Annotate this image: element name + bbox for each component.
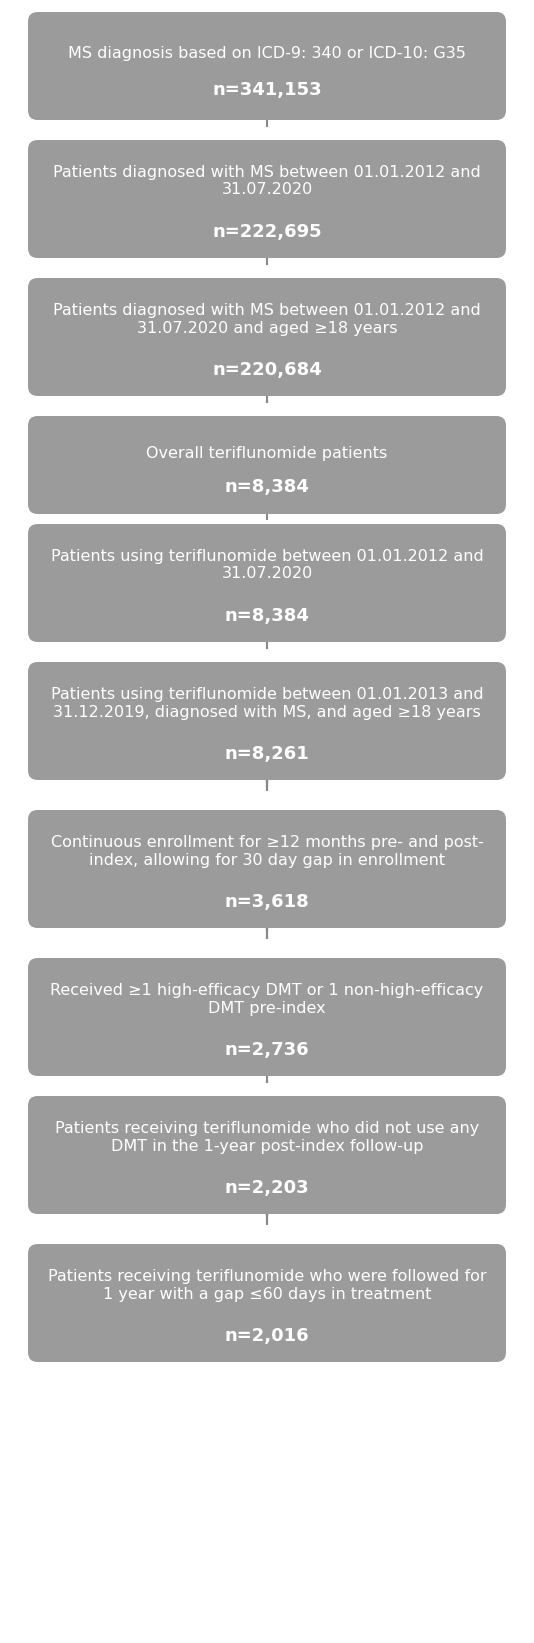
Text: MS diagnosis based on ICD-9: 340 or ICD-10: G35: MS diagnosis based on ICD-9: 340 or ICD-…	[68, 46, 466, 61]
Text: Patients using teriflunomide between 01.01.2013 and
31.12.2019, diagnosed with M: Patients using teriflunomide between 01.…	[51, 687, 483, 720]
Text: n=2,016: n=2,016	[225, 1328, 309, 1346]
Text: Patients using teriflunomide between 01.01.2012 and
31.07.2020: Patients using teriflunomide between 01.…	[51, 549, 483, 582]
Text: n=8,384: n=8,384	[225, 606, 309, 624]
Text: Continuous enrollment for ≥12 months pre- and post-
index, allowing for 30 day g: Continuous enrollment for ≥12 months pre…	[51, 835, 483, 868]
Text: n=220,684: n=220,684	[212, 361, 322, 380]
Text: n=2,736: n=2,736	[225, 1042, 309, 1060]
Text: Overall teriflunomide patients: Overall teriflunomide patients	[146, 445, 388, 460]
Text: n=3,618: n=3,618	[225, 894, 309, 910]
Text: Patients receiving teriflunomide who were followed for
1 year with a gap ≤60 day: Patients receiving teriflunomide who wer…	[48, 1268, 486, 1301]
Text: Received ≥1 high-efficacy DMT or 1 non-high-efficacy
DMT pre-index: Received ≥1 high-efficacy DMT or 1 non-h…	[50, 983, 484, 1015]
Text: Patients diagnosed with MS between 01.01.2012 and
31.07.2020: Patients diagnosed with MS between 01.01…	[53, 164, 481, 197]
FancyBboxPatch shape	[28, 416, 506, 514]
FancyBboxPatch shape	[28, 12, 506, 120]
FancyBboxPatch shape	[28, 810, 506, 928]
FancyBboxPatch shape	[28, 958, 506, 1076]
Text: Patients receiving teriflunomide who did not use any
DMT in the 1-year post-inde: Patients receiving teriflunomide who did…	[55, 1121, 479, 1153]
FancyBboxPatch shape	[28, 1244, 506, 1362]
Text: Patients diagnosed with MS between 01.01.2012 and
31.07.2020 and aged ≥18 years: Patients diagnosed with MS between 01.01…	[53, 302, 481, 335]
FancyBboxPatch shape	[28, 662, 506, 780]
Text: n=8,384: n=8,384	[225, 478, 309, 496]
FancyBboxPatch shape	[28, 524, 506, 642]
FancyBboxPatch shape	[28, 140, 506, 258]
Text: n=222,695: n=222,695	[212, 223, 322, 242]
Text: n=8,261: n=8,261	[225, 744, 309, 762]
FancyBboxPatch shape	[28, 278, 506, 396]
Text: n=341,153: n=341,153	[212, 81, 322, 99]
Text: n=2,203: n=2,203	[225, 1180, 309, 1198]
FancyBboxPatch shape	[28, 1096, 506, 1214]
